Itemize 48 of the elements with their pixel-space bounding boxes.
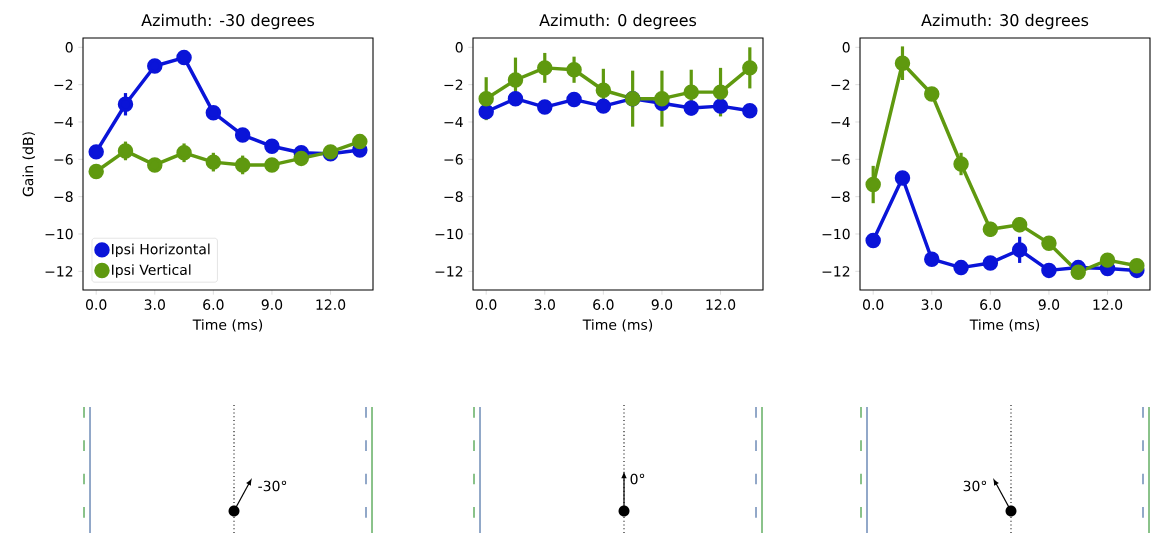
y-tick-label: −8 <box>831 191 850 202</box>
y-tick-label: −6 <box>831 154 850 165</box>
y-tick-label: −4 <box>54 116 73 128</box>
y-axis-title: Gain (dB) <box>22 132 35 197</box>
y-tick-label: 0 <box>65 42 73 53</box>
x-axis-title: Time (ms) <box>192 319 263 332</box>
y-tick-label: −12 <box>435 266 463 277</box>
y-tick-label: −12 <box>45 266 73 277</box>
x-tick-label: 12.0 <box>1093 299 1123 310</box>
text: 30° <box>963 480 987 492</box>
x-axis-title: Time (ms) <box>969 319 1040 332</box>
x-tick-label: 9.0 <box>651 299 673 310</box>
y-tick-label: −2 <box>54 79 73 90</box>
chart-title: Azimuth: 0 degrees <box>539 13 697 30</box>
x-tick-label: 0.0 <box>475 299 497 310</box>
chart-title: Azimuth: 30 degrees <box>921 13 1089 30</box>
y-tick-label: −10 <box>45 228 73 240</box>
x-tick-label: 9.0 <box>261 299 283 310</box>
text: -30° <box>258 480 287 492</box>
legend-label: Ipsi Horizontal <box>112 243 210 258</box>
y-tick-label: −10 <box>435 228 463 240</box>
y-tick-label: −2 <box>444 79 463 90</box>
x-axis-title: Time (ms) <box>582 319 653 332</box>
x-tick-label: 12.0 <box>316 299 346 310</box>
y-tick-label: −8 <box>54 191 73 202</box>
x-tick-label: 3.0 <box>534 299 555 310</box>
chart-title: Azimuth: -30 degrees <box>141 13 315 30</box>
y-tick-label: 0 <box>455 42 463 53</box>
legend-label: Ipsi Vertical <box>112 264 191 278</box>
y-tick-label: −4 <box>831 116 850 128</box>
y-tick-label: −6 <box>54 154 73 165</box>
y-tick-label: 0 <box>842 42 850 53</box>
x-tick-label: 9.0 <box>1038 299 1060 310</box>
y-tick-label: −6 <box>444 154 463 165</box>
y-tick-label: −8 <box>444 191 463 202</box>
x-tick-label: 6.0 <box>203 299 224 310</box>
x-tick-label: 0.0 <box>85 299 107 310</box>
x-tick-label: 3.0 <box>921 299 942 310</box>
y-tick-label: −10 <box>822 228 850 240</box>
y-tick-label: −12 <box>822 266 850 277</box>
x-tick-label: 6.0 <box>980 299 1001 310</box>
y-tick-label: −4 <box>444 116 463 128</box>
x-tick-label: 6.0 <box>593 299 614 310</box>
y-tick-label: −2 <box>831 79 850 90</box>
x-tick-label: 12.0 <box>706 299 736 310</box>
x-tick-label: 3.0 <box>144 299 165 310</box>
x-tick-label: 0.0 <box>862 299 884 310</box>
text: 0° <box>630 473 645 485</box>
